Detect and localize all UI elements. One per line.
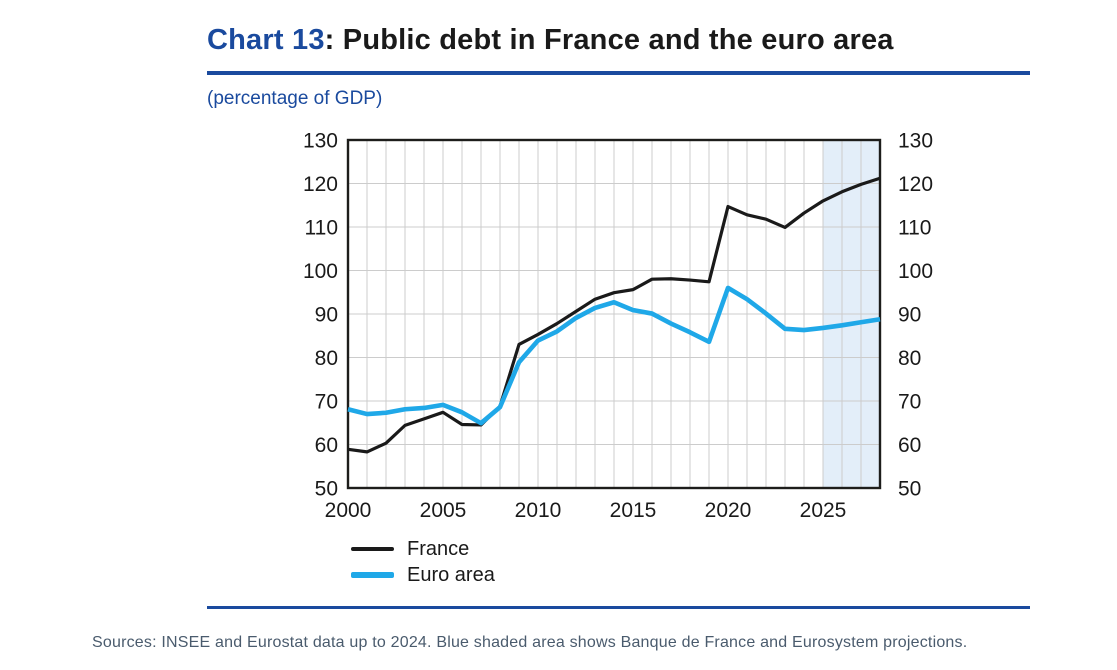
chart-number-label: Chart 13 — [207, 24, 325, 56]
y-tick-label-left: 70 — [315, 391, 338, 414]
y-tick-label-left: 100 — [303, 260, 338, 283]
y-tick-label-left: 50 — [315, 478, 338, 501]
y-tick-label-right: 120 — [898, 173, 933, 196]
legend-label-euro-area: Euro area — [407, 564, 495, 586]
y-tick-label-right: 80 — [898, 347, 921, 370]
y-tick-label-right: 60 — [898, 434, 921, 457]
axis-unit-subtitle: (percentage of GDP) — [207, 88, 383, 109]
page-title: Chart 13: Public debt in France and the … — [207, 24, 894, 57]
y-tick-label-left: 120 — [303, 173, 338, 196]
y-tick-label-right: 130 — [898, 130, 933, 153]
chart-title-text: : Public debt in France and the euro are… — [324, 24, 894, 56]
bottom-divider-rule — [207, 606, 1030, 609]
x-tick-label: 2020 — [705, 499, 752, 522]
legend-label-france: France — [407, 538, 470, 560]
x-tick-label: 2005 — [420, 499, 467, 522]
y-tick-label-right: 110 — [898, 217, 931, 240]
y-tick-label-left: 60 — [315, 434, 338, 457]
y-tick-label-left: 80 — [315, 347, 338, 370]
euro-area-line-swatch — [351, 572, 394, 578]
y-tick-label-left: 130 — [303, 130, 338, 153]
x-tick-label: 2025 — [800, 499, 847, 522]
sources-caption: Sources: INSEE and Eurostat data up to 2… — [92, 634, 968, 651]
legend-item-france: France — [351, 536, 495, 562]
y-tick-label-right: 90 — [898, 304, 921, 327]
plot-frame — [346, 138, 882, 490]
euro-area-line — [347, 285, 881, 426]
y-tick-label-right: 70 — [898, 391, 921, 414]
y-tick-label-left: 110 — [305, 217, 338, 240]
x-tick-label: 2015 — [610, 499, 657, 522]
x-tick-label: 2000 — [325, 499, 372, 522]
france-line — [347, 176, 881, 454]
france-line-swatch — [351, 547, 394, 551]
title-divider-rule — [207, 71, 1030, 75]
y-tick-label-right: 50 — [898, 478, 921, 501]
legend-item-euro-area: Euro area — [351, 562, 495, 588]
y-tick-label-right: 100 — [898, 260, 933, 283]
y-tick-label-left: 90 — [315, 304, 338, 327]
x-tick-label: 2010 — [515, 499, 562, 522]
chart-legend: France Euro area — [351, 536, 495, 588]
